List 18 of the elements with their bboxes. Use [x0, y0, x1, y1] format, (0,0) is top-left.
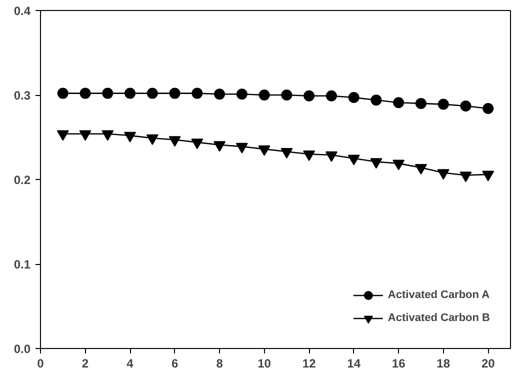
x-tick-label: 12	[302, 356, 316, 370]
x-tick-label: 18	[436, 356, 450, 370]
y-tick-label: 0.1	[14, 258, 31, 272]
x-tick-label: 20	[481, 356, 496, 370]
legend-label: Activated Carbon B	[388, 312, 490, 324]
y-tick-label: 0.4	[14, 4, 31, 18]
y-tick-label: 0.3	[14, 88, 31, 102]
x-tick-label: 16	[392, 356, 406, 370]
y-tick-label: 0.0	[14, 342, 31, 356]
x-tick-label: 10	[258, 356, 272, 370]
x-tick-label: 0	[37, 356, 44, 370]
x-tick-label: 4	[126, 356, 134, 370]
x-tick-label: 8	[216, 356, 224, 370]
y-tick-label: 0.2	[14, 173, 31, 187]
x-tick-label: 6	[171, 356, 178, 370]
x-tick-label: 14	[347, 356, 361, 370]
legend-label: Activated Carbon A	[388, 289, 490, 301]
x-tick-label: 2	[82, 356, 89, 370]
